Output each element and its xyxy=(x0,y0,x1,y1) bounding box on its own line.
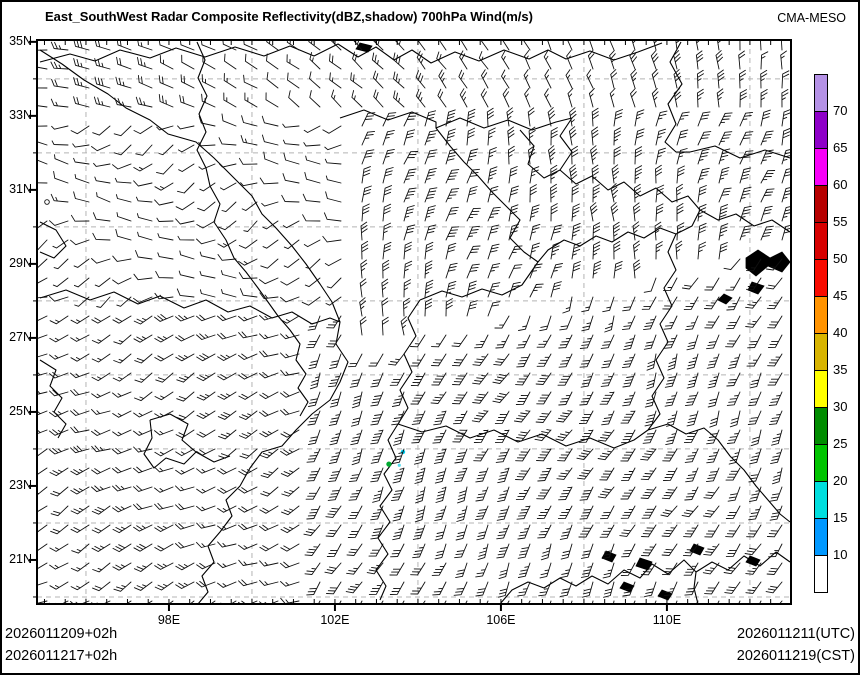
colorbar-segment xyxy=(814,74,828,112)
colorbar-segment xyxy=(814,444,828,482)
plot-axes xyxy=(29,39,792,611)
colorbar-tick-label: 40 xyxy=(833,325,848,340)
init-time-run1: 2026011209+02h xyxy=(5,626,118,642)
colorbar-segment xyxy=(814,296,828,334)
x-axis-tick-label: 110E xyxy=(652,613,682,627)
colorbar-segment xyxy=(814,185,828,223)
colorbar-segment xyxy=(814,259,828,297)
colorbar-tick-label: 65 xyxy=(833,140,848,155)
x-axis-tick-label: 106E xyxy=(486,613,516,627)
valid-time-utc: 2026011211(UTC) xyxy=(737,626,855,642)
x-axis-tick-label: 102E xyxy=(320,613,350,627)
colorbar-segment xyxy=(814,222,828,260)
model-name-label: CMA-MESO xyxy=(777,11,846,25)
colorbar-segment xyxy=(814,518,828,556)
colorbar-segment xyxy=(814,481,828,519)
y-axis-tick-label: 27N xyxy=(9,329,32,344)
lat-lon-gridlines xyxy=(37,40,791,604)
y-axis-tick-label: 21N xyxy=(9,551,32,566)
radar-echoes xyxy=(386,449,406,467)
valid-time-cst: 2026011219(CST) xyxy=(736,648,855,664)
colorbar-segment xyxy=(814,407,828,445)
colorbar-tick-label: 70 xyxy=(833,103,848,118)
x-axis-tick-label: 98E xyxy=(157,613,181,627)
y-axis-tick-label: 23N xyxy=(9,477,32,492)
lakes-and-islands xyxy=(355,42,791,601)
colorbar-tick-label: 30 xyxy=(833,399,848,414)
colorbar-tick-label: 10 xyxy=(833,547,848,562)
colorbar-segment xyxy=(814,111,828,149)
y-axis-tick-label: 29N xyxy=(9,255,32,270)
colorbar-tick-label: 35 xyxy=(833,362,848,377)
colorbar-tick-label: 50 xyxy=(833,251,848,266)
colorbar-segment xyxy=(814,148,828,186)
colorbar-tick-label: 20 xyxy=(833,473,848,488)
colorbar-tick-label: 55 xyxy=(833,214,848,229)
y-axis-tick-label: 35N xyxy=(9,33,32,48)
chart-title: East_SouthWest Radar Composite Reflectiv… xyxy=(45,9,533,24)
wind-barbs xyxy=(37,40,791,604)
colorbar-segment xyxy=(814,370,828,408)
init-time-run2: 2026011217+02h xyxy=(5,648,118,664)
colorbar-tick-label: 15 xyxy=(833,510,848,525)
colorbar-tick-label: 25 xyxy=(833,436,848,451)
colorbar-segment xyxy=(814,555,828,593)
y-axis-tick-label: 33N xyxy=(9,107,32,122)
colorbar-tick-label: 60 xyxy=(833,177,848,192)
y-axis-tick-label: 31N xyxy=(9,181,32,196)
province-boundaries xyxy=(39,41,791,604)
y-axis-tick-label: 25N xyxy=(9,403,32,418)
colorbar-tick-label: 45 xyxy=(833,288,848,303)
colorbar-segment xyxy=(814,333,828,371)
